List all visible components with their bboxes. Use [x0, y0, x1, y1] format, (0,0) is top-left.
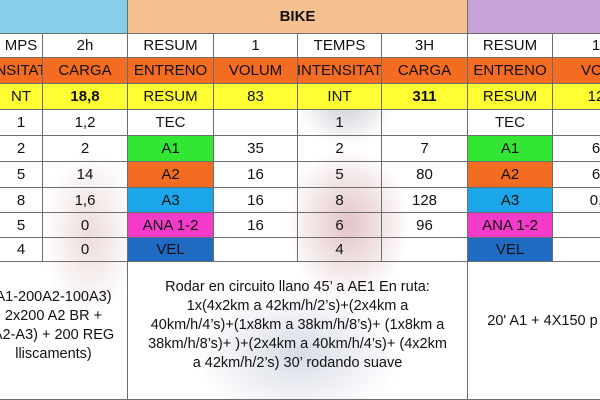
- bike-cell: 7: [382, 136, 468, 162]
- run-cell: [553, 213, 600, 238]
- description-line: A2-A3) + 200 REG: [0, 327, 115, 343]
- bike-cell: VOLUM: [214, 58, 298, 84]
- bike-zone-label: VEL: [128, 238, 214, 262]
- run-description: 20' A1 + 4X150 p: [468, 262, 600, 400]
- bike-cell: CARGA: [382, 58, 468, 84]
- run-cell: 6: [553, 162, 600, 188]
- description-line: A1-200A2-100A3): [0, 289, 112, 305]
- left-cell: 1,2: [43, 110, 128, 136]
- left-cell: NT: [0, 84, 43, 110]
- bike-zone-label: RESUM: [128, 84, 214, 110]
- bike-zone-label: A2: [128, 162, 214, 188]
- description-line: a 42km/h/2’s) 30’ rodando suave: [192, 355, 403, 371]
- swim-header-band: [0, 0, 128, 34]
- bike-cell: [382, 238, 468, 262]
- bike-zone-label: A1: [128, 136, 214, 162]
- left-cell: 4: [0, 238, 43, 262]
- run-zone-label: RESUM: [468, 34, 553, 58]
- run-cell: 1: [553, 34, 600, 58]
- run-cell: [553, 110, 600, 136]
- run-zone-label: RESUM: [468, 84, 553, 110]
- run-cell: 6: [553, 136, 600, 162]
- left-cell: 18,8: [43, 84, 128, 110]
- bike-cell: 1: [298, 110, 382, 136]
- left-cell: 2: [0, 136, 43, 162]
- left-cell: 1: [0, 110, 43, 136]
- bike-header-title: BIKE: [128, 0, 468, 34]
- bike-cell: 16: [214, 162, 298, 188]
- bike-zone-label: ENTRENO: [128, 58, 214, 84]
- left-cell: 2h: [43, 34, 128, 58]
- description-line: 1x(4x2km a 42km/h/2’s)+(2x4km a: [186, 298, 409, 314]
- left-cell: NSITAT: [0, 58, 43, 84]
- bike-cell: 2: [298, 136, 382, 162]
- run-cell: VOL: [553, 58, 600, 84]
- description-line: 38km/h/8’s)+ )+(2x4km a 40km/h/4’s)+ (4x…: [148, 336, 447, 352]
- bike-cell: 16: [214, 213, 298, 238]
- left-cell: MPS: [0, 34, 43, 58]
- description-line: lliscaments): [15, 346, 92, 362]
- run-zone-label: TEC: [468, 110, 553, 136]
- bike-cell: INTENSITAT: [298, 58, 382, 84]
- run-zone-label: A2: [468, 162, 553, 188]
- bike-cell: 3H: [382, 34, 468, 58]
- left-cell: 8: [0, 188, 43, 213]
- bike-description: Rodar en circuito llano 45’ a AE1 En rut…: [128, 262, 468, 400]
- bike-cell: 6: [298, 213, 382, 238]
- left-cell: 5: [0, 213, 43, 238]
- bike-cell: [214, 110, 298, 136]
- bike-cell: 5: [298, 162, 382, 188]
- run-cell: 0,: [553, 188, 600, 213]
- run-cell: 12: [553, 84, 600, 110]
- left-cell: 0: [43, 213, 128, 238]
- left-cell: 14: [43, 162, 128, 188]
- bike-cell: 16: [214, 188, 298, 213]
- run-zone-label: A3: [468, 188, 553, 213]
- bike-cell: 128: [382, 188, 468, 213]
- bike-cell: 4: [298, 238, 382, 262]
- swim-description: A1-200A2-100A3) 2x200 A2 BR + A2-A3) + 200…: [0, 262, 128, 400]
- left-cell: 1,6: [43, 188, 128, 213]
- bike-cell: TEMPS: [298, 34, 382, 58]
- bike-cell: 96: [382, 213, 468, 238]
- left-cell: CARGA: [43, 58, 128, 84]
- left-cell: 5: [0, 162, 43, 188]
- bike-zone-label: TEC: [128, 110, 214, 136]
- run-zone-label: ENTRENO: [468, 58, 553, 84]
- description-line: 2x200 A2 BR +: [4, 308, 103, 324]
- run-zone-label: VEL: [468, 238, 553, 262]
- run-header-band: [468, 0, 600, 34]
- bike-cell: [214, 238, 298, 262]
- bike-cell: 8: [298, 188, 382, 213]
- bike-cell: 80: [382, 162, 468, 188]
- description-line: Rodar en circuito llano 45’ a AE1 En rut…: [165, 279, 430, 295]
- run-cell: [553, 238, 600, 262]
- bike-cell: 1: [214, 34, 298, 58]
- bike-cell: 311: [382, 84, 468, 110]
- bike-cell: 35: [214, 136, 298, 162]
- description-line: 40km/h/4’s)+(1x8km a 38km/h/8’s)+ (1x8km…: [150, 317, 445, 333]
- bike-cell: INT: [298, 84, 382, 110]
- left-cell: 2: [43, 136, 128, 162]
- run-zone-label: ANA 1-2: [468, 213, 553, 238]
- bike-cell: 83: [214, 84, 298, 110]
- bike-zone-label: ANA 1-2: [128, 213, 214, 238]
- bike-cell: [382, 110, 468, 136]
- left-cell: 0: [43, 238, 128, 262]
- run-zone-label: A1: [468, 136, 553, 162]
- description-line: 20' A1 + 4X150 p: [487, 313, 598, 329]
- bike-zone-label: RESUM: [128, 34, 214, 58]
- bike-zone-label: A3: [128, 188, 214, 213]
